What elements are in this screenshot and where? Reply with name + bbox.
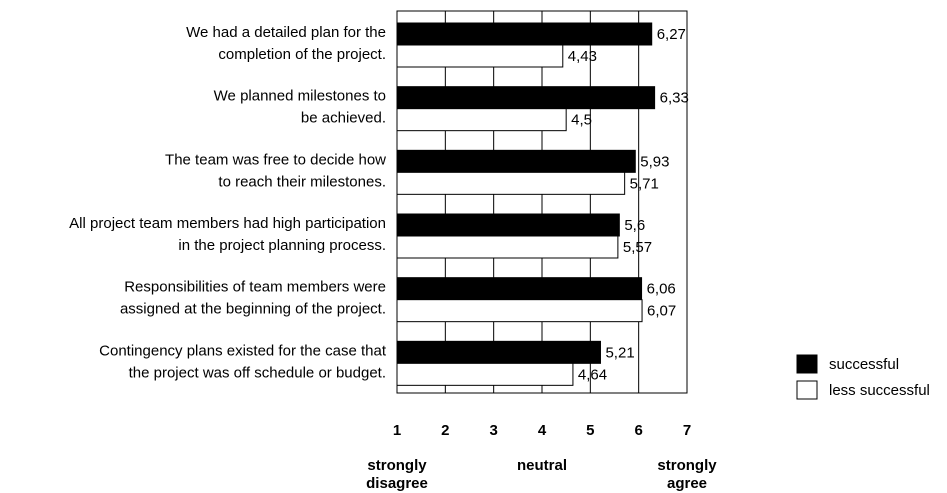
scale-anchor-label: strongly	[657, 457, 717, 474]
data-label: 6,06	[647, 281, 676, 298]
bar-less-successful	[396, 44, 564, 68]
bar-less-successful	[396, 235, 619, 259]
category-label: to reach their milestones.	[218, 173, 386, 190]
data-label: 4,64	[578, 366, 607, 383]
data-label: 5,71	[630, 175, 659, 192]
data-label: 6,33	[660, 90, 689, 107]
category-label: Contingency plans existed for the case t…	[99, 342, 387, 359]
legend-label: successful	[829, 356, 899, 373]
x-tick-label: 7	[683, 422, 691, 439]
category-label: the project was off schedule or budget.	[129, 364, 386, 381]
bar-less-successful	[396, 171, 626, 195]
data-label: 4,43	[568, 48, 597, 65]
category-label: All project team members had high partic…	[69, 215, 386, 232]
data-label: 6,27	[657, 26, 686, 43]
plot-frame	[396, 10, 688, 394]
bar-less-successful	[396, 299, 643, 323]
scale-anchor-label: disagree	[366, 475, 428, 492]
bar-less-successful	[396, 108, 567, 132]
bar-successful	[396, 86, 656, 110]
category-label: We had a detailed plan for the	[186, 24, 386, 41]
category-label: be achieved.	[301, 110, 386, 127]
category-label: assigned at the beginning of the project…	[120, 301, 386, 318]
legend: successful less successful	[796, 354, 930, 400]
bar-successful	[396, 213, 620, 237]
x-tick-label: 3	[489, 422, 497, 439]
value-labels: 6,27 4,43 6,33 4,5 5,93 5,71 5,6 5,57 6,06 6,07 5,…	[568, 26, 689, 383]
category-labels: We had a detailed plan for the completion…	[69, 24, 387, 381]
data-label: 6,07	[647, 303, 676, 320]
legend-swatch-successful	[796, 354, 818, 374]
legend-swatch-less-successful	[796, 380, 818, 400]
gridlines	[444, 11, 640, 393]
x-tick-label: 6	[634, 422, 642, 439]
x-tick-label: 2	[441, 422, 449, 439]
scale-anchor-label: neutral	[517, 457, 567, 474]
x-tick-label: 1	[393, 422, 401, 439]
category-label: We planned milestones to	[214, 88, 386, 105]
x-tick-label: 4	[538, 422, 547, 439]
category-label: The team was free to decide how	[165, 151, 386, 168]
data-label: 5,21	[605, 344, 634, 361]
bar-successful	[396, 340, 601, 364]
legend-label: less successful	[829, 382, 930, 399]
scale-anchor-label: agree	[667, 475, 707, 492]
category-label: in the project planning process.	[178, 237, 386, 254]
bars	[396, 22, 656, 386]
category-label: Responsibilities of team members were	[124, 279, 386, 296]
x-tick-label: 5	[586, 422, 594, 439]
plot-border	[396, 10, 688, 394]
category-label: completion of the project.	[218, 46, 386, 63]
data-label: 5,6	[624, 217, 645, 234]
bar-successful	[396, 149, 636, 173]
data-label: 5,57	[623, 239, 652, 256]
data-label: 5,93	[640, 153, 669, 170]
bar-successful	[396, 277, 643, 301]
data-label: 4,5	[571, 112, 592, 129]
scale-anchor-label: strongly	[367, 457, 427, 474]
x-axis-ticks: 1 2 3 4 5 6 7	[393, 422, 691, 439]
bar-successful	[396, 22, 653, 46]
bar-less-successful	[396, 362, 574, 386]
